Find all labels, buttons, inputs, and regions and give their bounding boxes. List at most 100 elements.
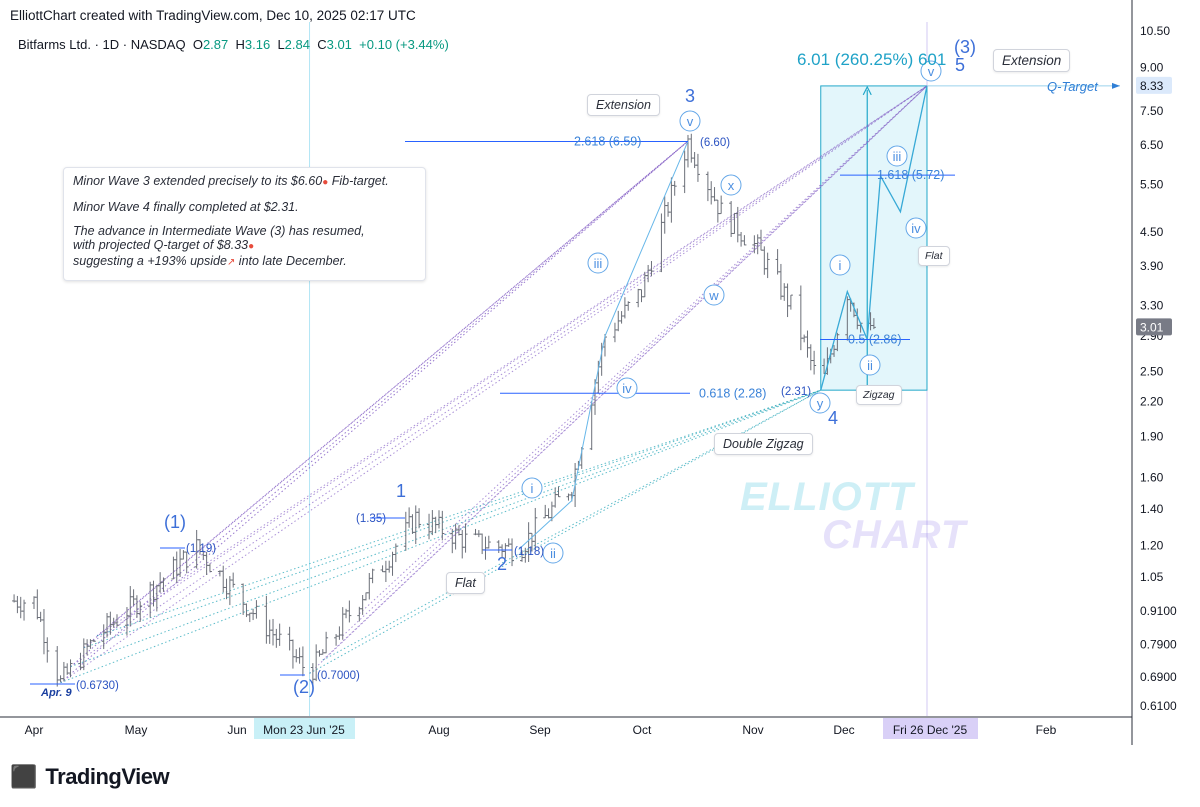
callout-flat-wave-2[interactable]: Flat [446, 572, 485, 594]
price-tick-label: 4.50 [1140, 225, 1164, 239]
ohlc-bar [417, 508, 422, 529]
projected-wave-label-circle [859, 354, 881, 376]
ohlc-bar [612, 322, 617, 343]
tradingview-footer: ⬛ TradingView [10, 764, 170, 790]
projected-wave-label-circle [829, 254, 851, 276]
projected-wave-label: iii [893, 149, 902, 164]
date-badge-dec-26-label: Fri 26 Dec '25 [893, 723, 968, 737]
low-value: 2.84 [284, 37, 310, 52]
price-tick-label: 3.30 [1140, 299, 1164, 313]
wave-label: i [531, 481, 534, 496]
ohlc-bar [300, 646, 305, 677]
price-tick-label: 0.9100 [1140, 604, 1177, 618]
ohlc-bar [496, 540, 501, 554]
fan-line-to-target [322, 85, 928, 661]
target-icon: ● [322, 177, 329, 188]
analysis-note[interactable]: Minor Wave 3 extended precisely to its $… [63, 167, 426, 281]
price-annotation: (2.31) [781, 386, 811, 398]
q-target-arrow-icon [1112, 82, 1120, 89]
time-tick-label: Jun [227, 723, 246, 737]
ohlc-bar [666, 202, 671, 217]
ohlc-bar [480, 533, 485, 555]
fan-line-to-target [342, 85, 928, 637]
ohlc-bar [363, 592, 368, 601]
symbol-name[interactable]: Bitfarms Ltd. · 1D · NASDAQ [18, 37, 186, 52]
ohlc-bar [15, 595, 20, 614]
callout-extension-wave-3[interactable]: Extension [587, 94, 660, 116]
wave-label-circle [679, 110, 701, 132]
ohlc-bar [317, 650, 322, 657]
ohlc-bar [785, 283, 790, 318]
wave-label: (1) [164, 512, 186, 532]
wave-label: (2) [293, 677, 315, 697]
q-target-label[interactable]: Q-Target [1047, 79, 1099, 94]
price-tick-label: 10.50 [1140, 24, 1170, 38]
ohlc-bar [290, 639, 295, 669]
ohlc-bar [732, 213, 737, 234]
ohlc-bar [254, 600, 259, 619]
price-annotation: (0.6730) [76, 680, 119, 692]
fan-line-to-wave-3 [96, 140, 689, 637]
wave-label-circle [521, 477, 543, 499]
wave-label-circle [542, 542, 564, 564]
callout-zigzag[interactable]: Zigzag [856, 385, 902, 405]
ohlc-bar [267, 619, 272, 644]
tradingview-brand[interactable]: TradingView [45, 764, 170, 789]
ohlc-bar [271, 618, 276, 646]
ohlc-bar [340, 607, 345, 640]
note-line-1: Minor Wave 3 extended precisely to its $… [73, 174, 389, 188]
ohlc-bar [41, 609, 46, 655]
fan-line-to-wave-4 [83, 389, 821, 649]
callout-flat-iv[interactable]: Flat [918, 246, 950, 266]
callout-extension-wave-5[interactable]: Extension [993, 49, 1071, 72]
ohlc-bar [476, 530, 481, 538]
ohlc-bar [463, 523, 468, 553]
projected-wave-label: iv [911, 221, 921, 236]
ohlc-bar [22, 599, 27, 621]
wave-label: y [817, 396, 824, 411]
price-tick-label: 9.00 [1140, 61, 1164, 75]
low-label: L [277, 37, 285, 52]
ohlc-bar [871, 318, 876, 330]
projected-wave-label-circle [920, 60, 942, 82]
note-line-5: suggesting a +193% upside↗ into late Dec… [73, 254, 347, 268]
wave-label: x [728, 178, 735, 193]
ohlc-bar [383, 560, 388, 582]
ohlc-bar [440, 510, 445, 541]
ohlc-bar [274, 628, 279, 648]
date-badge-dec-26[interactable] [883, 718, 978, 739]
ohlc-bar [204, 551, 209, 575]
chart-up-icon: ↗ [226, 257, 236, 268]
note-line-3: The advance in Intermediate Wave (3) has… [73, 224, 365, 238]
fib-level-label: 1.618 (5.72) [877, 168, 944, 182]
ohlc-bar [221, 565, 226, 593]
ohlc-bar [533, 507, 538, 551]
wave-label-circle [703, 284, 725, 306]
ohlc-bar [622, 297, 627, 319]
ohlc-bar [85, 639, 90, 656]
fib-level-label: 0.618 (2.28) [699, 386, 766, 400]
q-target-price-tag[interactable] [1136, 76, 1172, 94]
ohlc-bar [224, 578, 229, 600]
ohlc-bar [370, 568, 375, 584]
price-tick-label: 0.7900 [1140, 638, 1177, 652]
callout-double-zigzag[interactable]: Double Zigzag [714, 433, 813, 455]
chart-attribution: ElliottChart created with TradingView.co… [10, 8, 416, 23]
date-badge-jun-23[interactable] [254, 718, 355, 739]
ohlc-bar [705, 171, 710, 202]
ohlc-bar [151, 580, 156, 607]
fan-line-to-target [60, 85, 928, 684]
price-tick-label: 1.20 [1140, 539, 1164, 553]
ohlc-bar [413, 505, 418, 545]
ohlc-bar [752, 235, 757, 254]
price-annotation: (1.35) [356, 513, 386, 525]
ohlc-bar [390, 551, 395, 576]
change-value: +0.10 (+3.44%) [359, 37, 449, 52]
fan-line-to-wave-4 [60, 389, 821, 684]
ohlc-bar [337, 626, 342, 640]
ohlc-bar [735, 206, 740, 243]
ohlc-bar [619, 311, 624, 324]
last-price-tag[interactable] [1136, 318, 1172, 336]
ohlc-bar [161, 577, 166, 592]
